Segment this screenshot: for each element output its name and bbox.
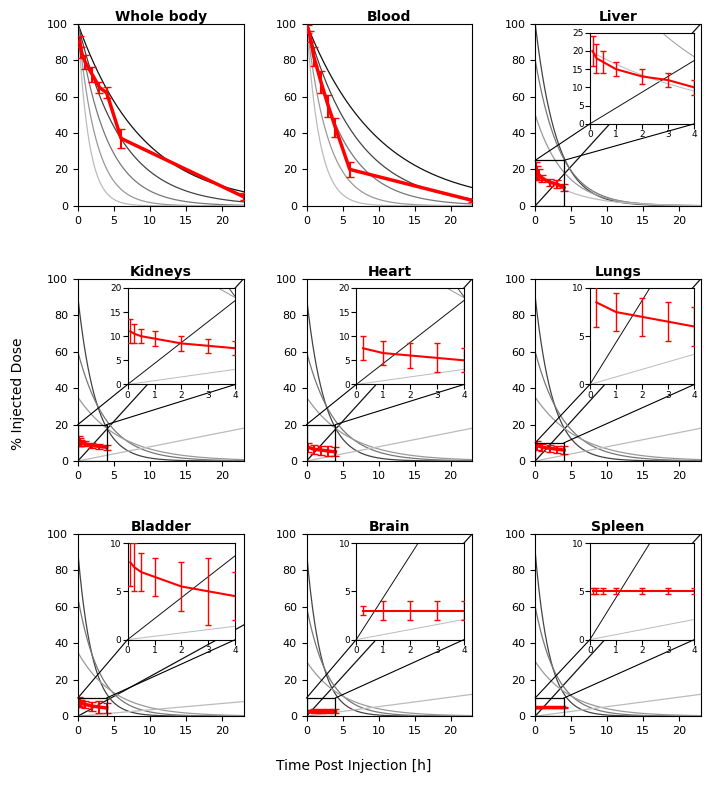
Title: Spleen: Spleen [591, 520, 645, 534]
Text: % Injected Dose: % Injected Dose [11, 338, 25, 449]
Title: Brain: Brain [369, 520, 410, 534]
Bar [78, 424, 107, 461]
Bar [535, 698, 564, 716]
Bar [535, 443, 564, 461]
Title: Bladder: Bladder [130, 520, 191, 534]
Bar [78, 698, 107, 716]
Title: Kidneys: Kidneys [130, 264, 192, 279]
Title: Blood: Blood [367, 9, 411, 24]
Text: Time Post Injection [h]: Time Post Injection [h] [276, 759, 432, 773]
Title: Lungs: Lungs [595, 264, 641, 279]
Title: Heart: Heart [367, 264, 411, 279]
Title: Liver: Liver [599, 9, 637, 24]
Bar [307, 424, 336, 461]
Bar [307, 698, 336, 716]
Bar [535, 161, 564, 206]
Title: Whole body: Whole body [115, 9, 207, 24]
